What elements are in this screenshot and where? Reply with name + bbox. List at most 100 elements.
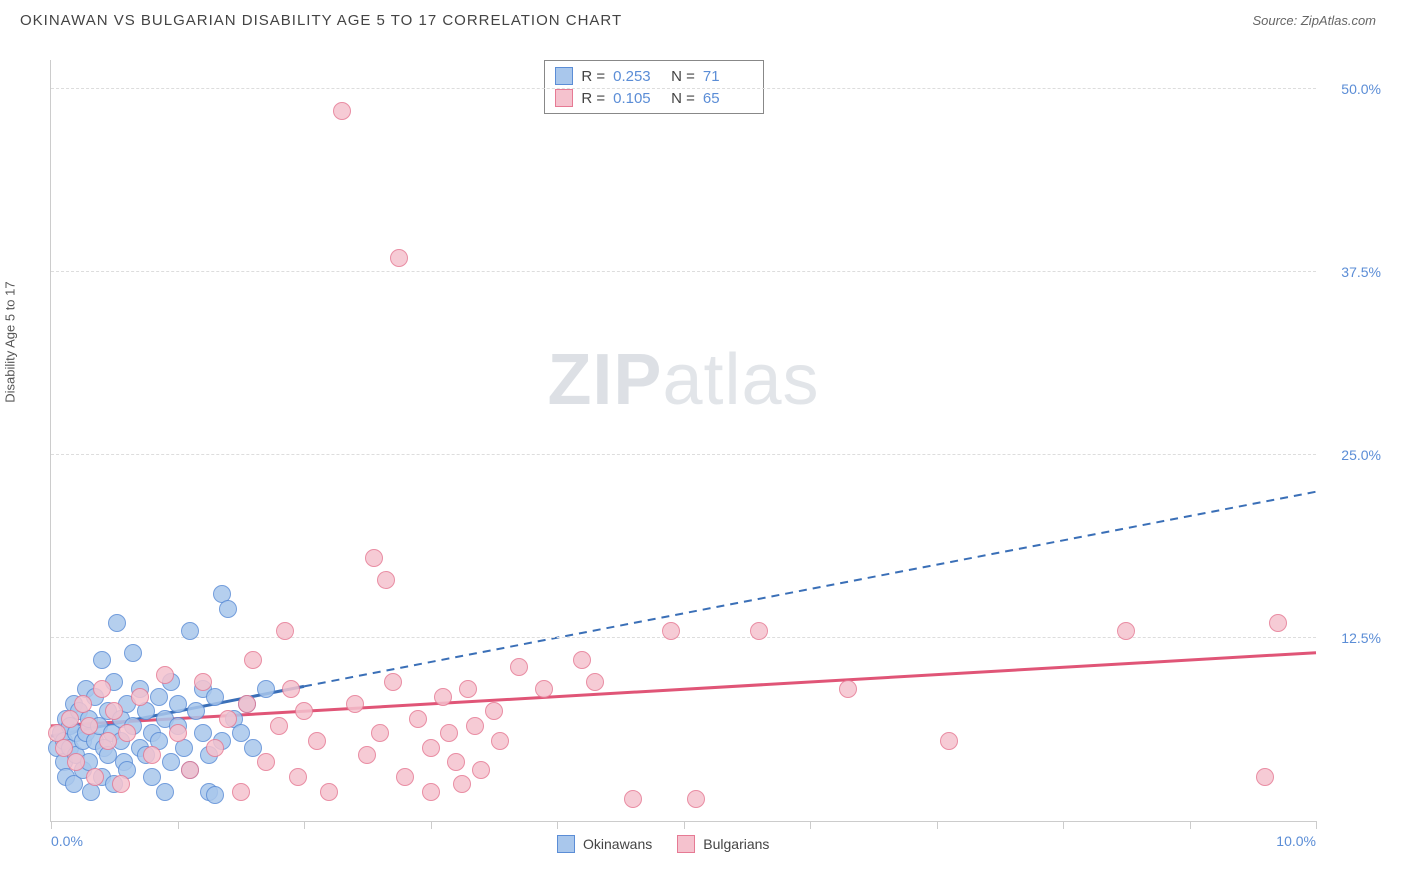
data-point [839, 680, 857, 698]
data-point [396, 768, 414, 786]
data-point [112, 775, 130, 793]
data-point [55, 739, 73, 757]
x-tick [557, 821, 558, 829]
gridline [51, 88, 1316, 89]
n-value-okinawans: 71 [703, 68, 753, 85]
data-point [447, 753, 465, 771]
data-point [358, 746, 376, 764]
corr-row-bulgarians: R = 0.105 N = 65 [555, 87, 753, 109]
data-point [74, 695, 92, 713]
r-label: R = [581, 90, 605, 107]
legend-label-okinawans: Okinawans [583, 836, 652, 852]
data-point [131, 688, 149, 706]
n-label: N = [671, 90, 695, 107]
y-tick-label: 25.0% [1341, 447, 1381, 463]
data-point [1117, 622, 1135, 640]
data-point [320, 783, 338, 801]
data-point [390, 249, 408, 267]
data-point [105, 702, 123, 720]
data-point [238, 695, 256, 713]
data-point [86, 768, 104, 786]
x-tick [178, 821, 179, 829]
data-point [181, 761, 199, 779]
data-point [1256, 768, 1274, 786]
data-point [485, 702, 503, 720]
data-point [535, 680, 553, 698]
x-tick [51, 821, 52, 829]
data-point [219, 710, 237, 728]
data-point [510, 658, 528, 676]
data-point [67, 753, 85, 771]
x-tick-label: 10.0% [1276, 833, 1316, 849]
y-tick-label: 12.5% [1341, 630, 1381, 646]
data-point [244, 651, 262, 669]
x-tick [304, 821, 305, 829]
data-point [206, 786, 224, 804]
data-point [124, 644, 142, 662]
data-point [662, 622, 680, 640]
data-point [244, 739, 262, 757]
data-point [1269, 614, 1287, 632]
data-point [365, 549, 383, 567]
data-point [333, 102, 351, 120]
data-point [384, 673, 402, 691]
data-point [346, 695, 364, 713]
data-point [434, 688, 452, 706]
correlation-legend: R = 0.253 N = 71 R = 0.105 N = 65 [544, 60, 764, 114]
n-label: N = [671, 68, 695, 85]
data-point [422, 739, 440, 757]
data-point [586, 673, 604, 691]
data-point [750, 622, 768, 640]
x-tick [1190, 821, 1191, 829]
x-tick [1316, 821, 1317, 829]
data-point [453, 775, 471, 793]
y-tick-label: 50.0% [1341, 81, 1381, 97]
plot-area: ZIPatlas R = 0.253 N = 71 R = 0.105 N = … [50, 60, 1316, 822]
data-point [61, 710, 79, 728]
data-point [440, 724, 458, 742]
data-point [187, 702, 205, 720]
data-point [491, 732, 509, 750]
data-point [80, 717, 98, 735]
data-point [270, 717, 288, 735]
chart-container: Disability Age 5 to 17 ZIPatlas R = 0.25… [40, 50, 1391, 862]
data-point [940, 732, 958, 750]
data-point [624, 790, 642, 808]
r-label: R = [581, 68, 605, 85]
corr-row-okinawans: R = 0.253 N = 71 [555, 65, 753, 87]
data-point [371, 724, 389, 742]
gridline [51, 271, 1316, 272]
legend-swatch-okinawans [557, 835, 575, 853]
data-point [219, 600, 237, 618]
y-tick-label: 37.5% [1341, 264, 1381, 280]
n-value-bulgarians: 65 [703, 90, 753, 107]
x-tick [431, 821, 432, 829]
data-point [156, 783, 174, 801]
gridline [51, 454, 1316, 455]
data-point [206, 688, 224, 706]
data-point [276, 622, 294, 640]
legend-swatch-bulgarians [677, 835, 695, 853]
data-point [143, 768, 161, 786]
data-point [118, 724, 136, 742]
data-point [162, 753, 180, 771]
data-point [573, 651, 591, 669]
x-tick [937, 821, 938, 829]
data-point [156, 666, 174, 684]
series-legend: Okinawans Bulgarians [557, 835, 769, 853]
legend-label-bulgarians: Bulgarians [703, 836, 769, 852]
data-point [308, 732, 326, 750]
data-point [99, 732, 117, 750]
data-point [150, 688, 168, 706]
data-point [232, 783, 250, 801]
legend-item-bulgarians: Bulgarians [677, 835, 769, 853]
legend-item-okinawans: Okinawans [557, 835, 652, 853]
data-point [687, 790, 705, 808]
data-point [289, 768, 307, 786]
x-tick [1063, 821, 1064, 829]
data-point [295, 702, 313, 720]
data-point [108, 614, 126, 632]
data-point [169, 695, 187, 713]
x-tick [684, 821, 685, 829]
data-point [257, 753, 275, 771]
